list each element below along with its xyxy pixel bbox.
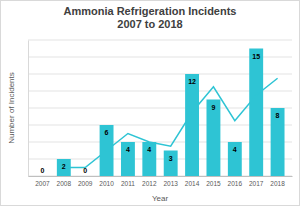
data-labels: 0 2 0 6 4 4 3 12 9 4 15 8 [40,53,279,175]
x-tick: 2018 [270,176,285,187]
bar [249,49,263,177]
y-axis-line [28,41,29,177]
x-tick: 2008 [57,176,72,187]
y-axis [28,41,30,177]
bar [142,142,156,176]
x-tick-label: 2014 [185,180,200,187]
x-tick: 2012 [142,176,157,187]
x-tick: 2016 [228,176,243,187]
data-label: 3 [169,155,173,162]
bar [35,176,49,177]
y-axis-title: Number of Incidents [7,72,16,144]
trend-line [64,78,278,167]
x-axis-title: Year [152,194,169,203]
x-tick-label: 2015 [206,180,221,187]
x-tick-label: 2007 [35,180,50,187]
x-axis-line [29,176,293,177]
x-tick-label: 2010 [99,180,114,187]
data-label: 4 [147,146,151,153]
x-tick: 2014 [185,176,200,187]
x-tick-label: 2017 [249,180,264,187]
bar [78,176,92,177]
x-tick: 2010 [99,176,114,187]
x-tick-label: 2018 [270,180,285,187]
data-label: 4 [233,146,237,153]
x-tick-label: 2009 [78,180,93,187]
data-label: 0 [83,167,87,174]
data-label: 6 [105,129,109,136]
chart: Ammonia Refrigeration Incidents2007 to 2… [0,0,300,206]
title-line: Ammonia Refrigeration Incidents [64,5,237,17]
bar [121,142,135,176]
title: Ammonia Refrigeration Incidents2007 to 2… [64,5,237,30]
bar [228,142,242,176]
x-tick-label: 2008 [57,180,72,187]
x-tick-label: 2012 [142,180,157,187]
bar [206,100,220,177]
bar [271,108,285,176]
data-label: 9 [211,104,215,111]
data-label: 0 [40,167,44,174]
x-tick: 2011 [121,176,135,187]
x-tick: 2015 [206,176,221,187]
background [1,1,300,206]
x-tick-label: 2011 [121,180,135,187]
bar [185,74,199,176]
x-tick: 2009 [78,176,93,187]
grid-line [28,40,292,41]
grid [28,40,292,176]
marks [57,49,285,177]
data-label: 12 [188,78,196,85]
x-tick-label: 2016 [228,180,243,187]
x-tick: 2017 [249,176,264,187]
title-line: 2007 to 2018 [117,18,182,30]
x-tick: 2013 [163,176,178,187]
plot: 0206443129415820072008200920102011201220… [28,40,293,187]
data-label: 8 [276,112,280,119]
x-tick-label: 2013 [163,180,178,187]
data-label: 4 [126,146,130,153]
x-tick: 2007 [35,176,50,187]
data-label: 15 [252,53,260,60]
data-label: 2 [62,163,66,170]
bar [164,151,178,177]
x-axis: 2007 2008 2009 2010 2011 2012 2013 2014 2015 2016… [29,176,293,187]
